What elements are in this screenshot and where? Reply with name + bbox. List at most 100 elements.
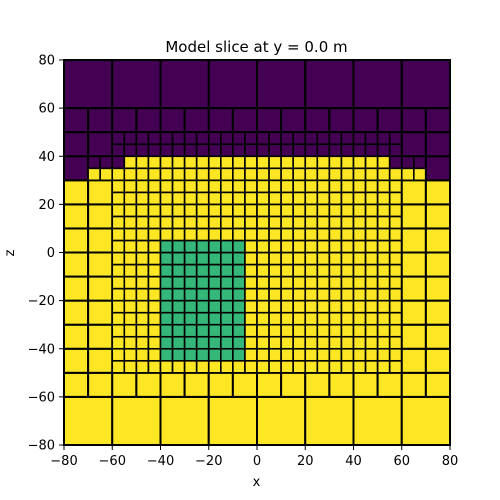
mesh-cell xyxy=(388,335,403,350)
mesh-cell xyxy=(316,167,331,182)
mesh-cell xyxy=(135,359,150,374)
mesh-cell xyxy=(316,251,331,266)
mesh-cell xyxy=(304,203,319,218)
y-axis-label: z xyxy=(3,249,18,256)
mesh-cell xyxy=(183,167,198,182)
mesh-cell xyxy=(280,287,294,302)
x-tick-label: 0 xyxy=(253,454,261,469)
mesh-cell xyxy=(376,347,391,362)
mesh-cell xyxy=(340,299,355,314)
mesh-cell xyxy=(207,251,222,266)
mesh-cell xyxy=(244,287,258,302)
mesh-cell xyxy=(220,347,234,362)
x-tick-label: 80 xyxy=(442,454,459,469)
mesh-cell xyxy=(280,359,294,374)
mesh-cell xyxy=(159,335,174,350)
mesh-cell xyxy=(135,251,150,266)
mesh-cell xyxy=(63,107,90,134)
mesh-cell xyxy=(135,155,150,170)
mesh-cell xyxy=(352,335,367,350)
mesh-cell xyxy=(183,347,198,362)
mesh-cell xyxy=(183,323,198,338)
mesh-cell xyxy=(220,239,234,254)
mesh-cell xyxy=(220,215,234,230)
mesh-cell xyxy=(376,263,391,278)
mesh-cell xyxy=(364,251,379,266)
mesh-cell xyxy=(207,167,222,182)
mesh-cell xyxy=(292,227,307,242)
mesh-cell xyxy=(400,347,427,374)
mesh-cell xyxy=(340,359,355,374)
mesh-cell xyxy=(304,335,319,350)
mesh-cell xyxy=(352,131,367,146)
mesh-cell xyxy=(63,131,90,158)
mesh-cell xyxy=(244,251,258,266)
mesh-cell xyxy=(304,251,319,266)
mesh-cell xyxy=(328,215,343,230)
mesh-cell xyxy=(171,359,186,374)
mesh-cell xyxy=(292,251,307,266)
mesh-cell xyxy=(292,191,307,206)
mesh-cell xyxy=(195,167,210,182)
mesh-cell xyxy=(256,347,270,362)
mesh-cell xyxy=(304,107,331,134)
mesh-cell xyxy=(159,347,174,362)
mesh-cell xyxy=(304,239,319,254)
mesh-cell xyxy=(256,299,270,314)
mesh-cell xyxy=(304,299,319,314)
mesh-cell xyxy=(268,347,282,362)
mesh-cell xyxy=(280,347,294,362)
mesh-cell xyxy=(171,167,186,182)
mesh-cell xyxy=(388,311,403,326)
mesh-cell xyxy=(111,227,126,242)
mesh-cell xyxy=(328,191,343,206)
mesh-cell xyxy=(316,239,331,254)
mesh-cell xyxy=(292,239,307,254)
mesh-cell xyxy=(364,131,379,146)
mesh-cell xyxy=(123,287,138,302)
mesh-cell xyxy=(183,107,210,134)
mesh-cell xyxy=(256,239,270,254)
mesh-cell xyxy=(135,323,150,338)
mesh-cell xyxy=(123,155,138,170)
mesh-cell xyxy=(424,203,451,230)
mesh-cell xyxy=(159,191,174,206)
mesh-cell xyxy=(340,215,355,230)
mesh-cell xyxy=(280,131,294,146)
mesh-cell xyxy=(159,287,174,302)
mesh-cell xyxy=(388,191,403,206)
mesh-cell xyxy=(304,59,355,110)
mesh-cell xyxy=(364,215,379,230)
mesh-cell xyxy=(244,215,258,230)
mesh-cell xyxy=(388,287,403,302)
mesh-cell xyxy=(328,299,343,314)
mesh-cell xyxy=(232,359,246,374)
mesh-cell xyxy=(340,251,355,266)
mesh-cell xyxy=(388,155,403,170)
mesh-cell xyxy=(304,167,319,182)
mesh-cell xyxy=(195,287,210,302)
mesh-cell xyxy=(183,179,198,194)
mesh-cell xyxy=(352,191,367,206)
mesh-cell xyxy=(304,179,319,194)
mesh-cell xyxy=(147,335,162,350)
mesh-cell xyxy=(388,167,403,182)
mesh-cell xyxy=(316,215,331,230)
y-tick-label: −40 xyxy=(28,342,55,357)
mesh-cell xyxy=(328,335,343,350)
mesh-cell xyxy=(376,167,391,182)
mesh-cell xyxy=(352,59,403,110)
mesh-cell xyxy=(231,107,258,134)
mesh-cell xyxy=(111,203,126,218)
mesh-cell xyxy=(280,323,294,338)
mesh-cell xyxy=(413,155,427,170)
mesh-cell xyxy=(207,239,222,254)
mesh-cell xyxy=(207,335,222,350)
mesh-cell xyxy=(304,311,319,326)
mesh-cell xyxy=(147,131,162,146)
mesh-cell xyxy=(220,299,234,314)
mesh-cell xyxy=(244,299,258,314)
mesh-cell xyxy=(111,371,138,398)
mesh-cell xyxy=(207,371,234,398)
mesh-cell xyxy=(400,179,427,206)
